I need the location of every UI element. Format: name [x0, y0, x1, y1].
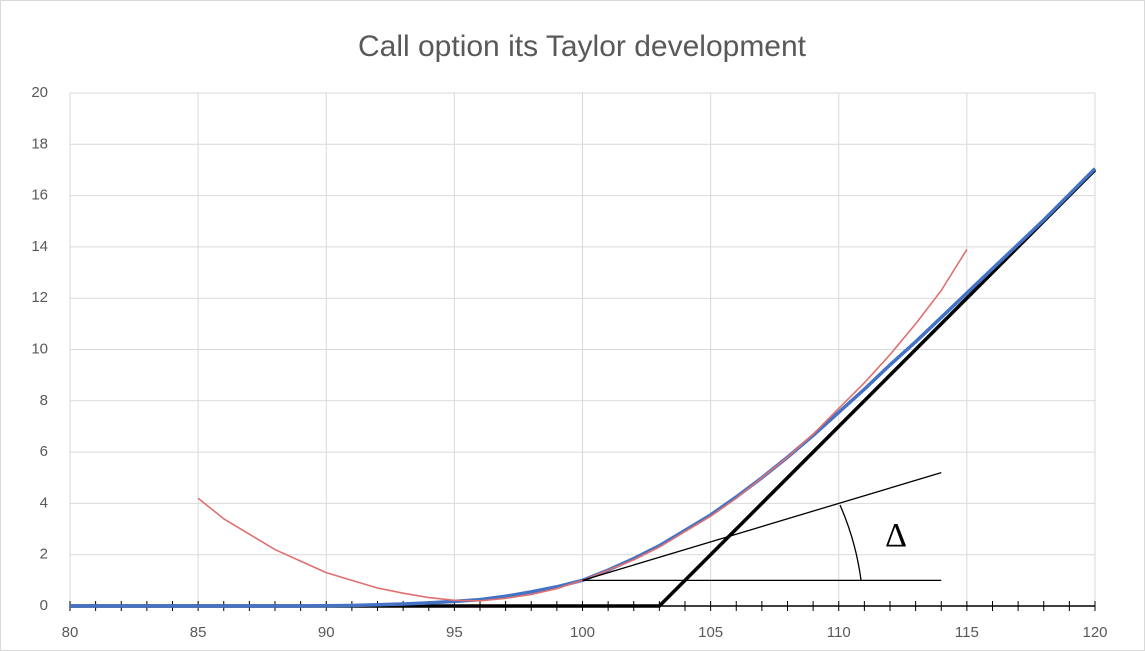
angle-arc: [839, 504, 862, 581]
x-tick-label: 120: [1082, 624, 1107, 641]
y-tick-label: 20: [31, 84, 48, 101]
y-tick-label: 18: [31, 135, 48, 152]
y-tick-label: 8: [40, 392, 48, 409]
series-line: [582, 471, 942, 581]
y-tick-label: 16: [31, 187, 48, 204]
x-tick-label: 90: [318, 624, 335, 641]
delta-label: Δ: [885, 517, 907, 554]
x-tick-label: 115: [955, 624, 979, 641]
x-tick-label: 105: [698, 624, 723, 641]
x-tick-label: 80: [62, 624, 79, 641]
y-tick-label: 4: [40, 494, 48, 511]
y-tick-label: 0: [40, 597, 48, 614]
y-tick-label: 12: [31, 289, 48, 306]
y-tick-label: 2: [40, 546, 48, 563]
y-tick-label: 6: [40, 443, 48, 460]
lines: [70, 167, 1097, 608]
x-tick-label: 95: [446, 624, 463, 641]
x-tick-label: 110: [827, 624, 851, 641]
y-tick-label: 10: [31, 340, 48, 357]
x-tick-label: 85: [190, 624, 207, 641]
chart-title: Call option its Taylor development: [358, 30, 807, 63]
x-tick-label: 100: [570, 624, 595, 641]
y-tick-label: 14: [31, 238, 48, 255]
